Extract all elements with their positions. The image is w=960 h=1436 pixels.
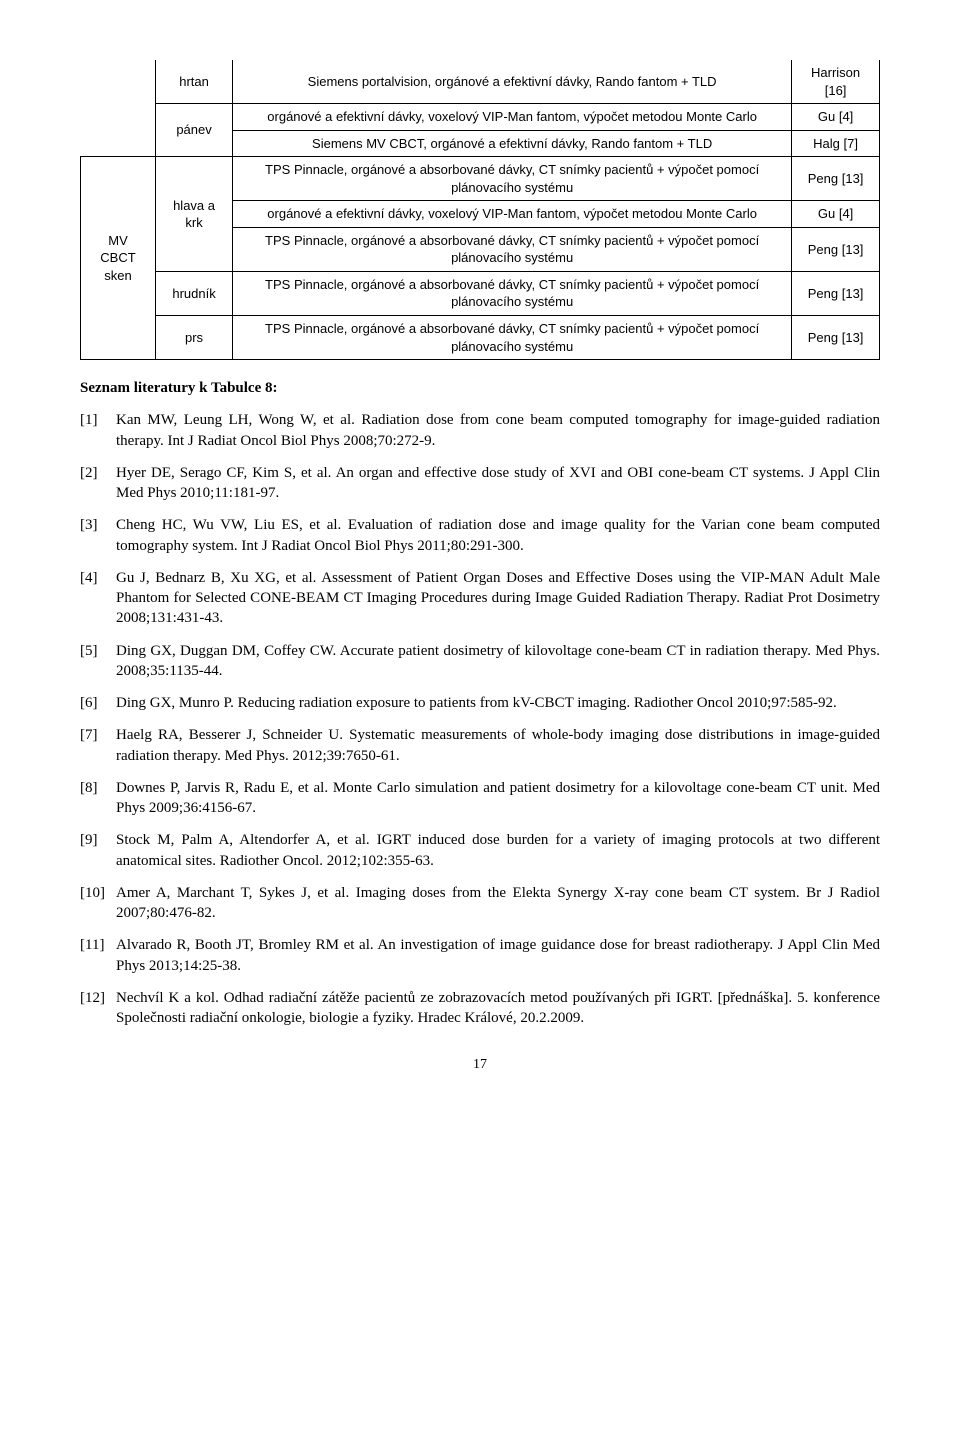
reference-text: Stock M, Palm A, Altendorfer A, et al. I… xyxy=(116,830,880,871)
site-cell: hlava a krk xyxy=(156,157,233,272)
ref-cell: Halg [7] xyxy=(792,130,880,157)
method-cell: orgánové a efektivní dávky, voxelový VIP… xyxy=(233,104,792,131)
references-heading: Seznam literatury k Tabulce 8: xyxy=(80,378,880,398)
reference-item: [11]Alvarado R, Booth JT, Bromley RM et … xyxy=(80,935,880,976)
site-cell: pánev xyxy=(156,104,233,157)
reference-text: Amer A, Marchant T, Sykes J, et al. Imag… xyxy=(116,883,880,924)
table-row: prs TPS Pinnacle, orgánové a absorbované… xyxy=(81,316,880,360)
ref-cell: Gu [4] xyxy=(792,104,880,131)
site-cell: hrudník xyxy=(156,271,233,315)
method-cell: Siemens portalvision, orgánové a efektiv… xyxy=(233,60,792,104)
reference-list: [1]Kan MW, Leung LH, Wong W, et al. Radi… xyxy=(80,410,880,1028)
method-cell: TPS Pinnacle, orgánové a absorbované dáv… xyxy=(233,227,792,271)
reference-item: [4]Gu J, Bednarz B, Xu XG, et al. Assess… xyxy=(80,568,880,629)
reference-number: [8] xyxy=(80,778,116,819)
reference-text: Ding GX, Duggan DM, Coffey CW. Accurate … xyxy=(116,641,880,682)
table-row: hrudník TPS Pinnacle, orgánové a absorbo… xyxy=(81,271,880,315)
reference-number: [5] xyxy=(80,641,116,682)
site-cell: prs xyxy=(156,316,233,360)
reference-number: [11] xyxy=(80,935,116,976)
ref-cell: Peng [13] xyxy=(792,271,880,315)
reference-text: Haelg RA, Besserer J, Schneider U. Syste… xyxy=(116,725,880,766)
method-cell: TPS Pinnacle, orgánové a absorbované dáv… xyxy=(233,271,792,315)
col1-empty xyxy=(81,60,156,157)
reference-number: [3] xyxy=(80,515,116,556)
col1-label-cell: MV CBCT sken xyxy=(81,157,156,360)
reference-number: [9] xyxy=(80,830,116,871)
site-cell: hrtan xyxy=(156,60,233,104)
reference-number: [12] xyxy=(80,988,116,1029)
reference-number: [1] xyxy=(80,410,116,451)
ref-cell: Peng [13] xyxy=(792,157,880,201)
reference-text: Kan MW, Leung LH, Wong W, et al. Radiati… xyxy=(116,410,880,451)
method-cell: TPS Pinnacle, orgánové a absorbované dáv… xyxy=(233,157,792,201)
reference-number: [7] xyxy=(80,725,116,766)
reference-text: Downes P, Jarvis R, Radu E, et al. Monte… xyxy=(116,778,880,819)
table-row: hrtan Siemens portalvision, orgánové a e… xyxy=(81,60,880,104)
reference-number: [4] xyxy=(80,568,116,629)
reference-item: [10]Amer A, Marchant T, Sykes J, et al. … xyxy=(80,883,880,924)
method-cell: orgánové a efektivní dávky, voxelový VIP… xyxy=(233,201,792,228)
reference-text: Hyer DE, Serago CF, Kim S, et al. An org… xyxy=(116,463,880,504)
reference-text: Ding GX, Munro P. Reducing radiation exp… xyxy=(116,693,880,713)
col1-label: MV CBCT sken xyxy=(89,232,147,285)
reference-item: [7]Haelg RA, Besserer J, Schneider U. Sy… xyxy=(80,725,880,766)
ref-cell: Peng [13] xyxy=(792,227,880,271)
reference-item: [1]Kan MW, Leung LH, Wong W, et al. Radi… xyxy=(80,410,880,451)
ref-cell: Peng [13] xyxy=(792,316,880,360)
reference-text: Alvarado R, Booth JT, Bromley RM et al. … xyxy=(116,935,880,976)
ref-cell: Harrison [16] xyxy=(792,60,880,104)
reference-item: [6]Ding GX, Munro P. Reducing radiation … xyxy=(80,693,880,713)
reference-number: [2] xyxy=(80,463,116,504)
reference-item: [9]Stock M, Palm A, Altendorfer A, et al… xyxy=(80,830,880,871)
reference-text: Gu J, Bednarz B, Xu XG, et al. Assessmen… xyxy=(116,568,880,629)
reference-text: Cheng HC, Wu VW, Liu ES, et al. Evaluati… xyxy=(116,515,880,556)
page-number: 17 xyxy=(80,1056,880,1075)
table-row: MV CBCT sken hlava a krk TPS Pinnacle, o… xyxy=(81,157,880,201)
reference-item: [12]Nechvíl K a kol. Odhad radiační zátě… xyxy=(80,988,880,1029)
reference-number: [10] xyxy=(80,883,116,924)
ref-cell: Gu [4] xyxy=(792,201,880,228)
reference-number: [6] xyxy=(80,693,116,713)
reference-item: [8]Downes P, Jarvis R, Radu E, et al. Mo… xyxy=(80,778,880,819)
data-table: hrtan Siemens portalvision, orgánové a e… xyxy=(80,60,880,360)
reference-item: [3]Cheng HC, Wu VW, Liu ES, et al. Evalu… xyxy=(80,515,880,556)
reference-item: [5]Ding GX, Duggan DM, Coffey CW. Accura… xyxy=(80,641,880,682)
table-row: pánev orgánové a efektivní dávky, voxelo… xyxy=(81,104,880,131)
method-cell: TPS Pinnacle, orgánové a absorbované dáv… xyxy=(233,316,792,360)
method-cell: Siemens MV CBCT, orgánové a efektivní dá… xyxy=(233,130,792,157)
reference-text: Nechvíl K a kol. Odhad radiační zátěže p… xyxy=(116,988,880,1029)
reference-item: [2]Hyer DE, Serago CF, Kim S, et al. An … xyxy=(80,463,880,504)
